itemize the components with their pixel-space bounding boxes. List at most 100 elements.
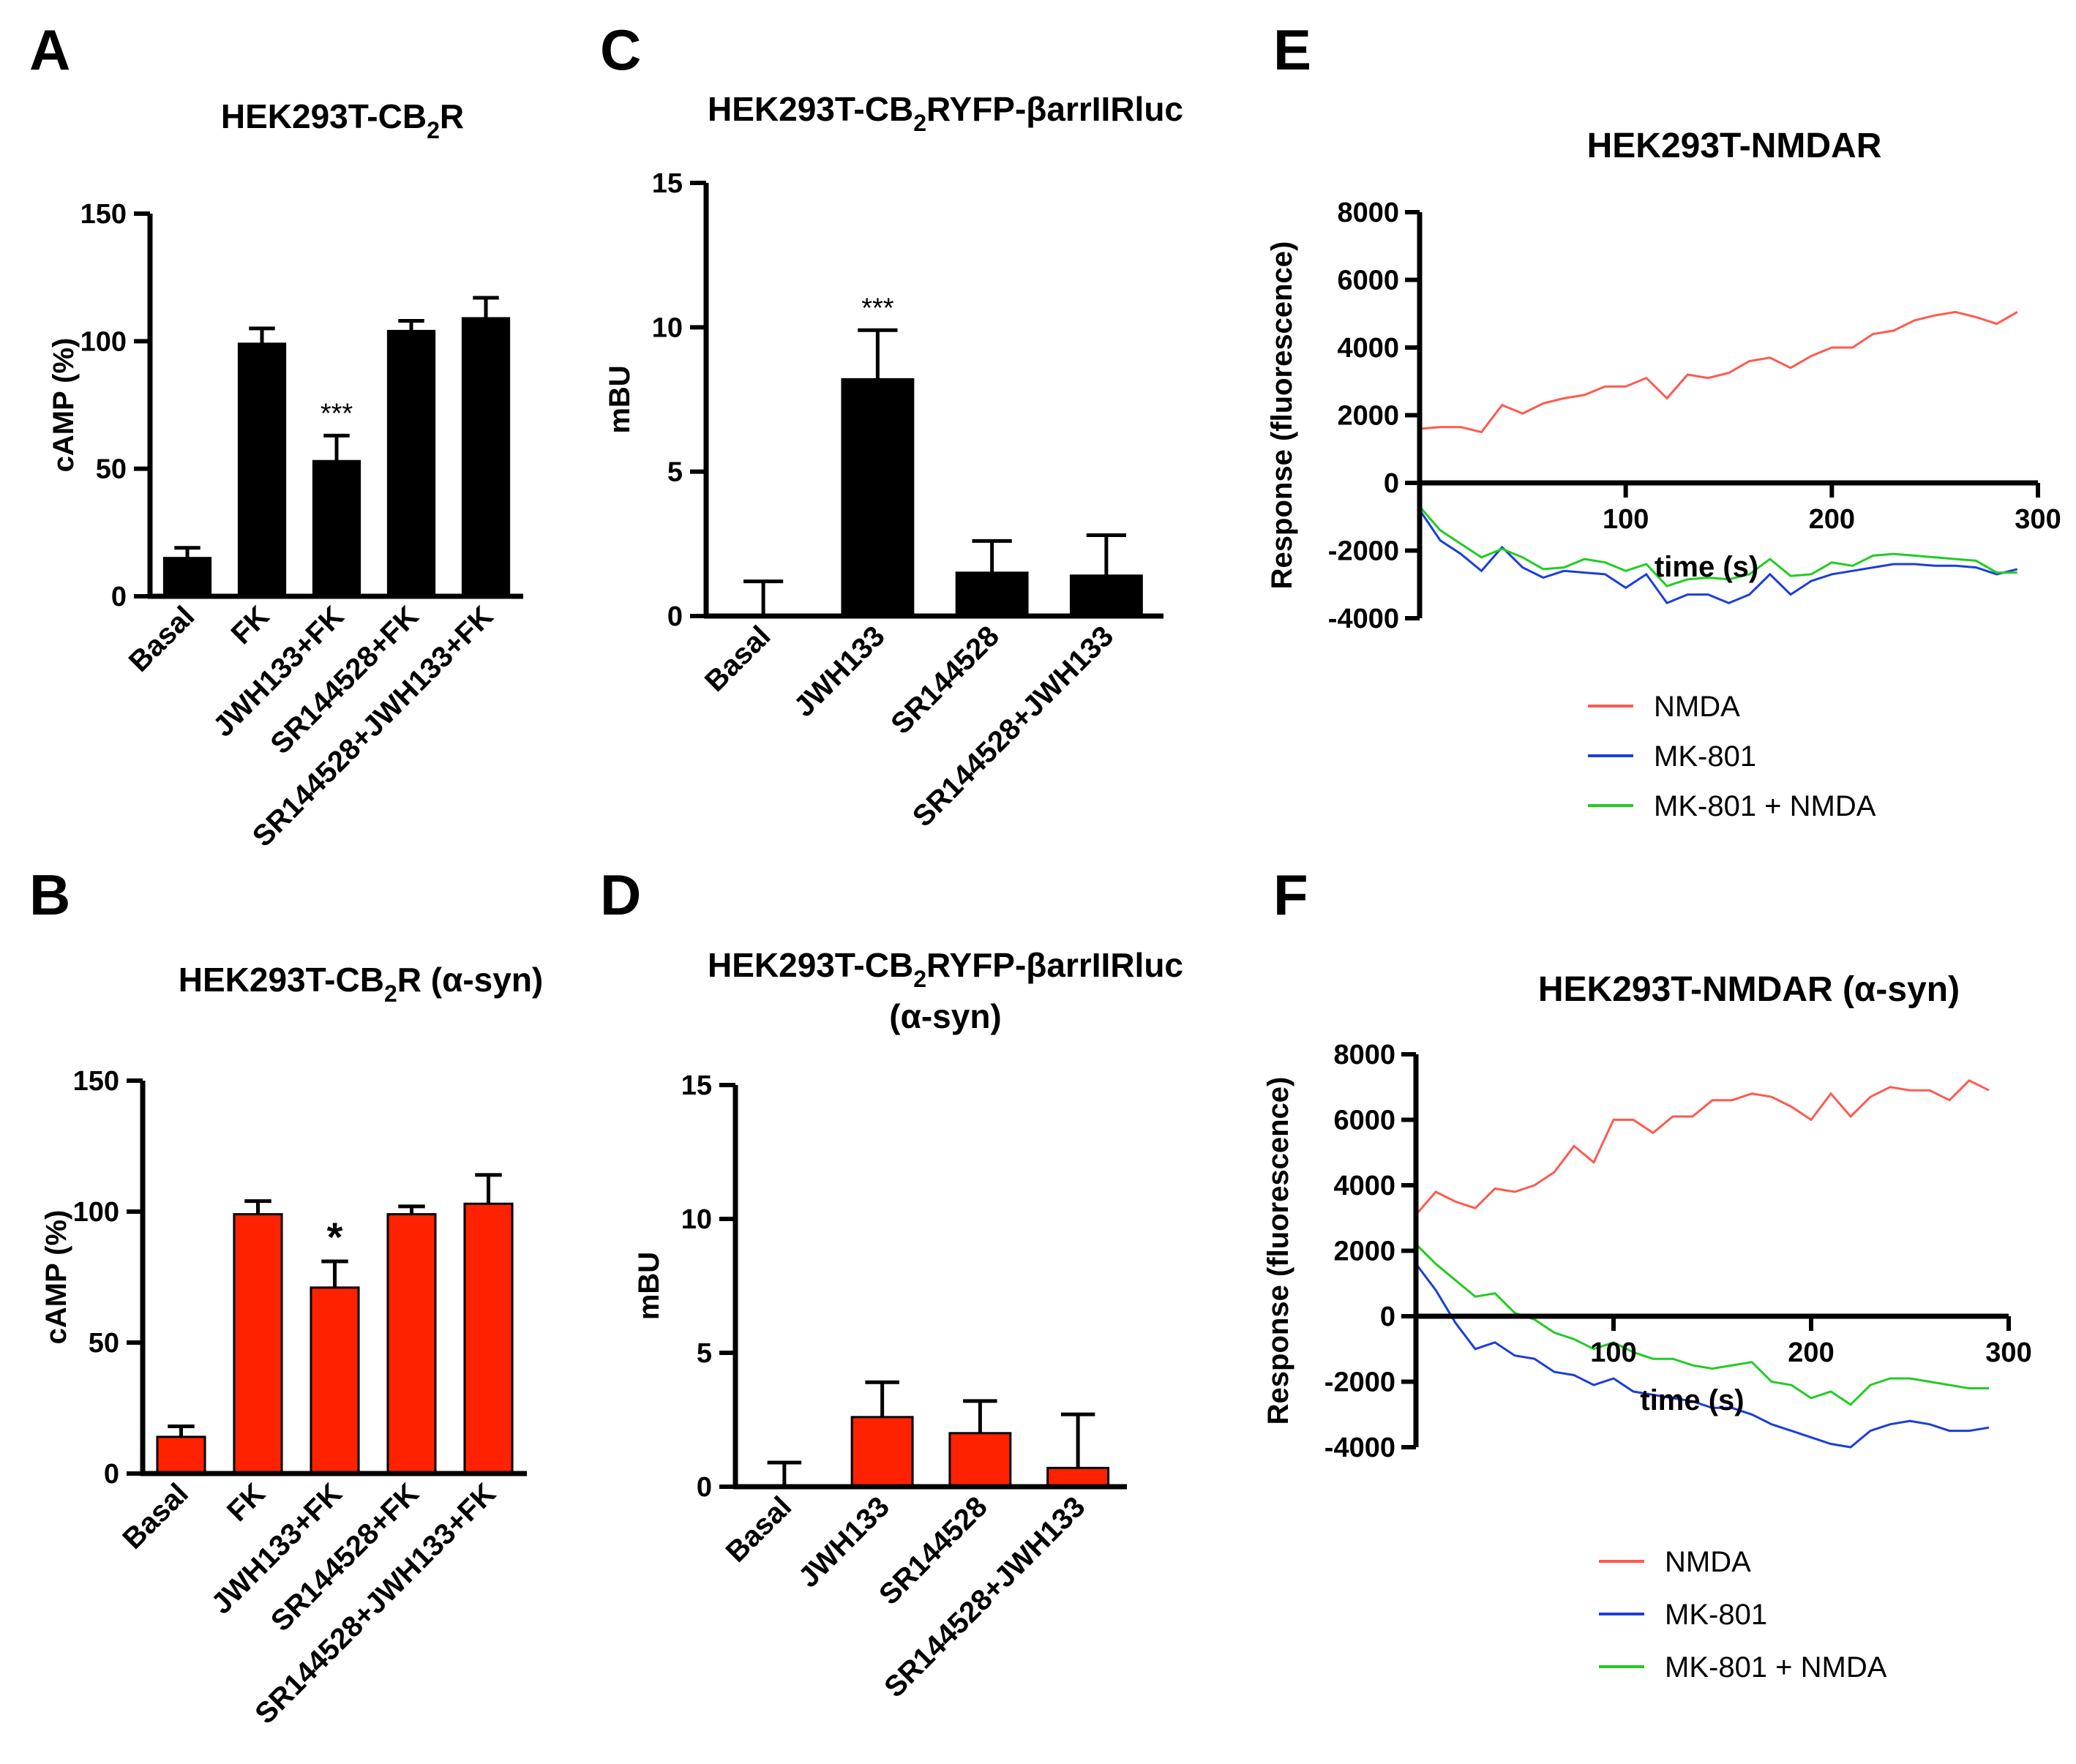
panel-d: D HEK293T-CB2RYFP-βarrIIRluc (α-syn) 0 5 10 15… bbox=[600, 863, 1183, 1704]
y-axis-label: mBU bbox=[633, 1252, 665, 1320]
bar bbox=[312, 459, 361, 598]
significance-label: * bbox=[327, 1214, 343, 1260]
x-category-label: Basal bbox=[123, 600, 201, 678]
y-tick-label: 0 bbox=[111, 582, 127, 612]
bar bbox=[237, 342, 287, 598]
chart-title: HEK293T-CB2R bbox=[221, 97, 464, 143]
bar bbox=[841, 378, 915, 618]
y-tick-label: 0 bbox=[667, 601, 683, 632]
panel-b: B HEK293T-CB2R (α-syn) 0 50 100 150 cAMP (%) Ba… bbox=[29, 863, 543, 1730]
legend: NMDA MK-801 MK-801 + NMDA bbox=[1599, 1546, 1887, 1684]
bar bbox=[156, 1435, 206, 1475]
y-tick-label: -2000 bbox=[1324, 1367, 1395, 1398]
y-tick-label: -2000 bbox=[1328, 536, 1399, 567]
significance-label: *** bbox=[321, 398, 353, 429]
y-tick-label: 5 bbox=[697, 1338, 712, 1369]
x-category-label: Basal bbox=[116, 1477, 195, 1555]
bar bbox=[162, 557, 212, 598]
chart-title-line2: (α-syn) bbox=[889, 997, 1002, 1035]
x-category-label: Basal bbox=[699, 620, 777, 698]
series-line bbox=[1414, 1243, 1989, 1406]
y-axis-label: mBU bbox=[604, 365, 636, 433]
x-tick-label: 100 bbox=[1590, 1337, 1636, 1368]
y-tick-label: -4000 bbox=[1328, 604, 1399, 634]
chart-title: HEK293T-NMDAR bbox=[1587, 127, 1882, 165]
x-category-label: JWH133+FK bbox=[207, 600, 350, 743]
series-line bbox=[1414, 1263, 1990, 1449]
y-axis-label: Response (fluorescence) bbox=[1262, 1077, 1294, 1425]
y-axis-label: Response (fluorescence) bbox=[1266, 241, 1298, 590]
x-category-label: Basal bbox=[720, 1490, 798, 1569]
series-line bbox=[1418, 509, 2018, 605]
panel-letter: B bbox=[29, 863, 70, 927]
y-tick-label: 8000 bbox=[1333, 1040, 1395, 1070]
bar bbox=[461, 317, 511, 598]
y-axis-label: cAMP (%) bbox=[40, 1210, 72, 1345]
panel-c: C HEK293T-CB2RYFP-βarrIIRluc 0 5 10 15 mBU Basa… bbox=[600, 18, 1183, 833]
y-tick-label: 0 bbox=[697, 1472, 712, 1503]
x-category-label: FK bbox=[221, 1477, 271, 1528]
x-axis-label: time (s) bbox=[1640, 1384, 1744, 1416]
legend-label: MK-801 bbox=[1665, 1599, 1767, 1631]
bar bbox=[955, 571, 1029, 618]
legend-label: MK-801 + NMDA bbox=[1654, 790, 1876, 822]
series-line bbox=[1414, 1078, 1990, 1216]
y-tick-label: 8000 bbox=[1337, 198, 1399, 228]
panel-letter: F bbox=[1273, 863, 1308, 927]
y-tick-label: 15 bbox=[652, 168, 683, 199]
significance-label: *** bbox=[861, 293, 894, 323]
series-line bbox=[1419, 310, 2018, 434]
y-tick-label: 4000 bbox=[1333, 1171, 1395, 1201]
series-line bbox=[1418, 506, 2017, 588]
y-tick-label: 6000 bbox=[1337, 266, 1399, 296]
panel-a: A HEK293T-CB2R 0 50 100 150 cAMP (%) Basal FK ***… bbox=[29, 18, 523, 853]
x-tick-label: 300 bbox=[1985, 1337, 2031, 1368]
panel-letter: A bbox=[29, 18, 70, 82]
chart-title: HEK293T-CB2RYFP-βarrIIRluc bbox=[708, 90, 1183, 136]
x-category-label: JWH133 bbox=[792, 1490, 896, 1594]
chart-title: HEK293T-NMDAR (α-syn) bbox=[1538, 970, 1960, 1009]
bar bbox=[386, 1213, 437, 1475]
y-tick-label: 50 bbox=[89, 1328, 119, 1359]
panel-letter: D bbox=[600, 863, 641, 927]
y-tick-label: 5 bbox=[667, 457, 683, 488]
y-tick-label: 100 bbox=[80, 326, 127, 357]
x-tick-label: 200 bbox=[1809, 504, 1855, 535]
legend: NMDA MK-801 MK-801 + NMDA bbox=[1588, 691, 1876, 822]
y-tick-label: -4000 bbox=[1324, 1433, 1395, 1463]
bar bbox=[850, 1416, 914, 1488]
legend-label: MK-801 + NMDA bbox=[1665, 1651, 1887, 1684]
legend-label: NMDA bbox=[1665, 1546, 1751, 1578]
x-category-label: SR144528 bbox=[885, 620, 1005, 740]
y-tick-label: 150 bbox=[73, 1066, 119, 1097]
y-axis-label: cAMP (%) bbox=[48, 338, 80, 473]
x-tick-label: 300 bbox=[2015, 504, 2061, 535]
y-tick-label: 2000 bbox=[1337, 401, 1399, 432]
bar bbox=[948, 1432, 1012, 1488]
bar bbox=[1069, 574, 1143, 618]
legend-label: NMDA bbox=[1654, 691, 1740, 723]
y-tick-label: 50 bbox=[96, 454, 127, 485]
chart-title: HEK293T-CB2R (α-syn) bbox=[179, 961, 544, 1007]
panel-letter: E bbox=[1273, 18, 1311, 82]
x-category-label: SR144528+JWH133 bbox=[878, 1490, 1091, 1703]
x-category-label: SR144528+JWH133 bbox=[907, 620, 1120, 833]
x-category-label: JWH133 bbox=[788, 620, 891, 723]
x-axis-label: time (s) bbox=[1655, 551, 1758, 583]
bar bbox=[463, 1202, 514, 1475]
y-tick-label: 0 bbox=[1380, 1302, 1395, 1332]
y-tick-label: 100 bbox=[73, 1197, 119, 1228]
y-tick-label: 0 bbox=[1384, 468, 1399, 499]
bar bbox=[233, 1213, 283, 1475]
y-tick-label: 15 bbox=[681, 1070, 712, 1101]
y-tick-label: 0 bbox=[104, 1459, 119, 1490]
y-tick-label: 2000 bbox=[1333, 1236, 1395, 1267]
bar bbox=[310, 1286, 360, 1475]
panel-f: F HEK293T-NMDAR (α-syn) -4000 -2000 0 2000 400… bbox=[1262, 863, 2032, 1684]
y-tick-label: 6000 bbox=[1333, 1106, 1395, 1136]
bar bbox=[386, 329, 436, 598]
panel-letter: C bbox=[600, 18, 641, 82]
y-tick-label: 150 bbox=[80, 199, 127, 230]
y-tick-label: 10 bbox=[681, 1204, 712, 1235]
